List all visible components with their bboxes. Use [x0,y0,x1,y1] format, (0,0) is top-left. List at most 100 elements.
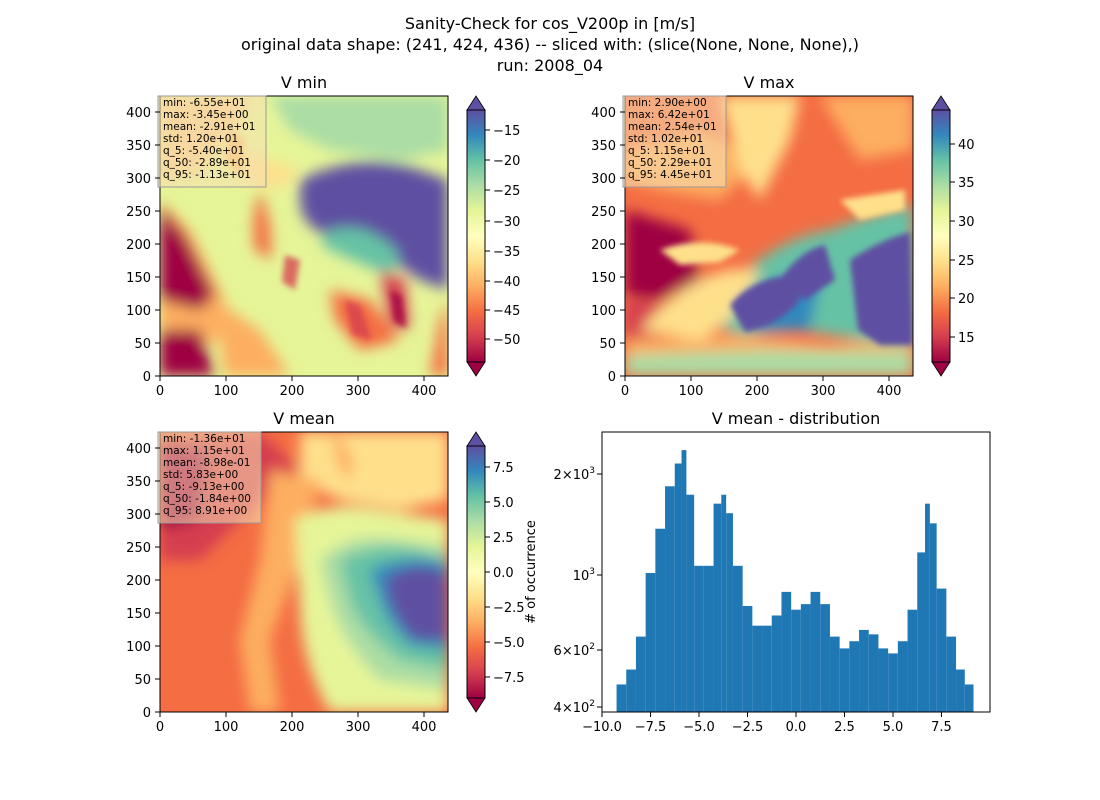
x-tick-label: 200 [280,384,305,399]
stats-q5: q_5: -5.40e+01 [163,145,244,157]
colorbar-extend-max-arrow [931,95,951,111]
colorbar-gradient [467,446,485,698]
histogram-bar [917,552,926,712]
stats-q95: q_95: -1.13e+01 [163,169,251,181]
histogram-bar [703,565,714,712]
x-axis-v-mean: 0 100 200 300 400 [156,712,437,735]
stats-mean: mean: 2.54e+01 [628,121,717,133]
stats-q50: q_50: -2.89e+01 [163,157,251,169]
x-axis-v-max: 0 100 200 300 400 [621,376,902,399]
x-tick-label: 300 [346,720,371,735]
stats-std: std: 1.02e+01 [628,133,703,145]
x-tick-label: 300 [346,384,371,399]
histogram-bar [964,684,974,712]
y-axis-v-min: 0 50 100 150 200 250 300 350 400 [126,106,160,385]
panel-v-mean-distribution: V mean - distribution # of occurrence −1… [524,409,991,735]
histogram-bars [616,450,974,712]
colorbar-tick-label: −20 [493,154,520,169]
y-tick-label: 0 [143,370,151,385]
histogram-bar [694,565,704,712]
histogram-bar [721,494,727,712]
x-tick-label: −5.0 [683,720,715,735]
y-tick-label: 250 [591,205,616,220]
x-tick-label: 0 [621,384,629,399]
y-tick-label: 200 [591,238,616,253]
histogram-bar [829,636,840,712]
panel-title-v-mean: V mean [273,409,334,428]
histogram-bar [674,463,682,712]
y-tick-label: 4×102 [554,699,595,716]
y-tick-label: 50 [599,337,616,352]
colorbar-v-max: 15 20 25 30 35 40 [931,95,975,377]
y-tick-label: 100 [126,640,151,655]
y-axis-distribution: 4×102 6×102 103 2×103 [554,466,602,716]
colorbar-tick-label: −25 [493,184,520,199]
stats-std: std: 1.20e+01 [163,133,238,145]
figure-title-line-3: run: 2008_04 [497,56,603,76]
stats-max: max: -3.45e+00 [163,109,249,121]
x-tick-label: 0 [156,720,164,735]
x-tick-label: 400 [877,384,902,399]
histogram-bar [635,636,646,712]
x-tick-label: 100 [214,720,239,735]
colorbar-extend-max-arrow [466,95,486,111]
colorbar-extend-min-arrow [931,361,951,377]
colorbar-v-min: −50 −45 −40 −35 −30 −25 −20 −15 [466,95,520,377]
histogram-bar [946,636,957,712]
colorbar-tick-label: 2.5 [493,531,514,546]
y-tick-label: 0 [608,370,616,385]
figure-title-line-2: original data shape: (241, 424, 436) -- … [241,35,859,54]
colorbar-tick-label: −35 [493,245,520,260]
figure-title: Sanity-Check for cos_V200p in [m/s] orig… [241,14,859,76]
histogram-bar [929,523,937,712]
y-tick-label: 200 [126,574,151,589]
stats-box-v-max: min: 2.90e+00 max: 6.42e+01 mean: 2.54e+… [622,95,727,188]
colorbar-tick-label: −40 [493,275,520,290]
x-tick-label: 200 [745,384,770,399]
histogram-bar [936,588,947,712]
y-tick-label: 400 [126,442,151,457]
y-tick-label: 150 [591,271,616,286]
y-tick-label: 250 [126,541,151,556]
histogram-bar [820,604,830,712]
y-axis-v-max: 0 50 100 150 200 250 300 350 400 [591,106,625,385]
histogram-bar [686,494,695,712]
stats-q95: q_95: 8.91e+00 [163,505,247,517]
stats-mean: mean: -2.91e+01 [163,121,255,133]
stats-q5: q_5: -9.13e+00 [163,481,244,493]
colorbar-tick-label: 15 [958,331,975,346]
histogram-bar [839,648,850,712]
stats-std: std: 5.83e+00 [163,469,238,481]
stats-box-v-min: min: -6.55e+01 max: -3.45e+00 mean: -2.9… [157,95,267,188]
panel-v-max: V max [591,73,974,399]
y-tick-label: 150 [126,271,151,286]
x-tick-label: 2.5 [834,720,855,735]
x-tick-label: 0 [156,384,164,399]
histogram-bar [810,591,821,712]
colorbar-gradient [932,110,950,362]
x-tick-label: 400 [412,720,437,735]
x-axis-v-min: 0 100 200 300 400 [156,376,436,399]
figure-title-line-1: Sanity-Check for cos_V200p in [m/s] [405,14,695,34]
histogram-bar [800,604,811,712]
histogram-bar [655,528,666,712]
x-tick-label: 100 [679,384,704,399]
colorbar-extend-max-arrow [466,431,486,447]
histogram-bar [956,669,965,712]
histogram-bar [907,609,918,712]
stats-q50: q_50: -1.84e+00 [163,493,251,505]
axes-frame-v-min [159,95,449,377]
colorbar-tick-label: −30 [493,215,520,230]
stats-q95: q_95: 4.45e+01 [628,169,712,181]
y-tick-label: 100 [126,304,151,319]
histogram-bar [781,591,792,712]
histogram-bar [762,625,772,712]
histogram-bar [713,503,722,712]
y-tick-label: 50 [134,337,151,352]
colorbar-extend-min-arrow [466,697,486,713]
x-axis-distribution: −10.0 −7.5 −5.0 −2.5 0.0 2.5 5.0 7.5 [582,712,952,735]
colorbar-tick-label: 30 [958,215,975,230]
colorbar-tick-label: 20 [958,292,975,307]
y-tick-label: 0 [143,706,151,721]
histogram-bar [726,513,733,712]
